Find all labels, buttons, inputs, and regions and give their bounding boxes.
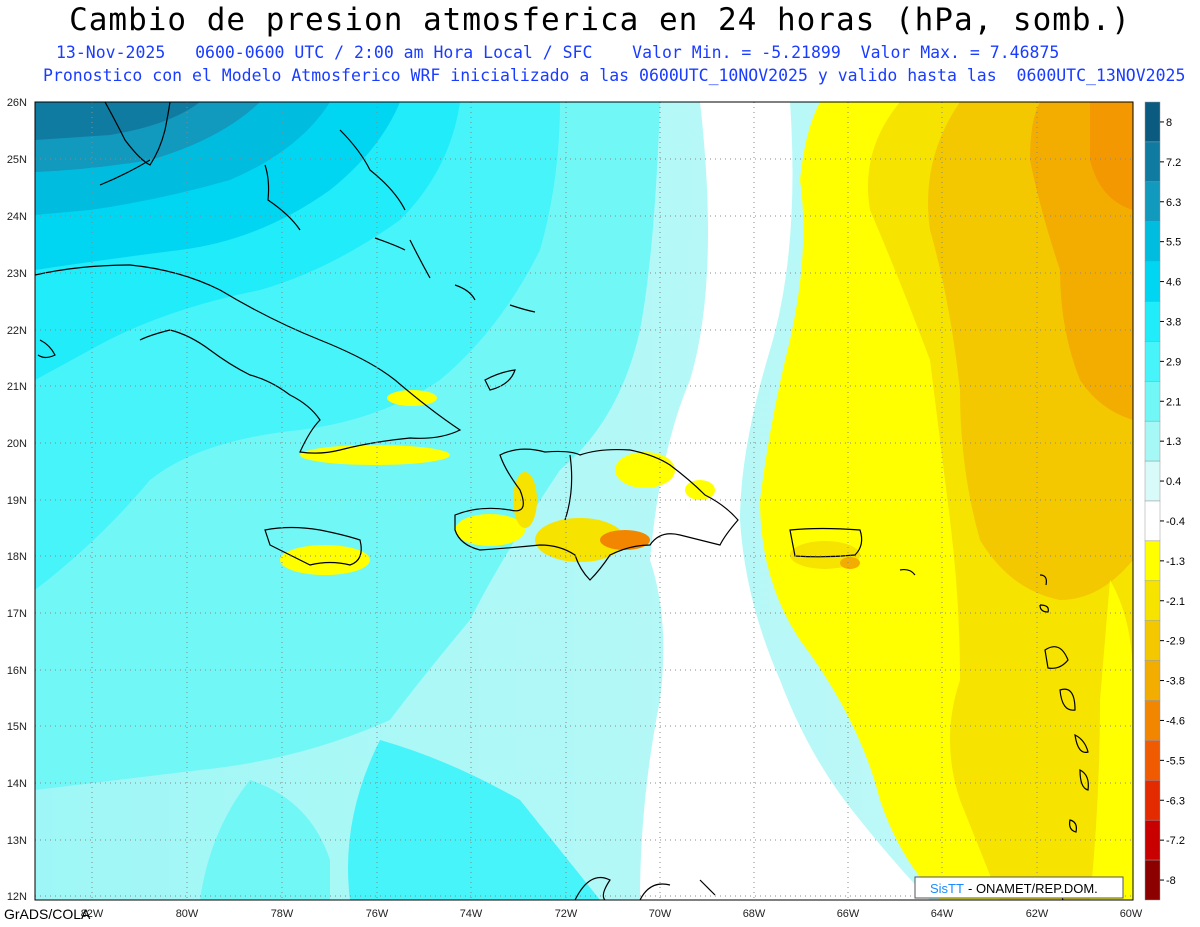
colorbar-swatch [1144,700,1161,741]
lon-label: 74W [460,908,483,920]
shaded-field [35,102,1133,900]
colorbar-label: 7.2 [1166,157,1181,169]
colorbar-swatch [1144,460,1161,502]
lat-label: 21N [7,381,27,393]
lon-label: 80W [176,908,199,920]
subtitle-valid-time: 13-Nov-2025 0600-0600 UTC / 2:00 am Hora… [56,43,1060,62]
colorbar-label: -3.8 [1166,676,1185,688]
colorbar-label: -8 [1166,875,1176,887]
brand-label: SisTT [930,881,964,896]
colorbar-label: 6.3 [1166,197,1181,209]
credit-box: SisTT - ONAMET/REP.DOM. [914,876,1124,899]
colorbar-swatch [1144,420,1161,462]
map-title: Cambio de presion atmosferica en 24 hora… [69,2,1131,38]
colorbar-label: 1.3 [1166,436,1181,448]
colorbar-label: -2.9 [1166,636,1185,648]
colorbar-label: -1.3 [1166,556,1185,568]
lon-label: 70W [649,908,672,920]
colorbar-swatch [1144,261,1161,302]
colorbar-swatch [1144,181,1161,222]
colorbar-swatch [1144,301,1161,342]
colorbar-label: 4.6 [1166,277,1181,289]
colorbar-swatch [1144,221,1161,262]
lat-label: 25N [7,154,27,166]
colorbar-label: 0.4 [1166,476,1181,488]
colorbar-label: 5.5 [1166,237,1181,249]
colorbar-swatch [1144,381,1161,422]
subtitle-model-info: Pronostico con el Modelo Atmosferico WRF… [43,66,1186,85]
colorbar-swatch [1144,540,1161,582]
lon-label: 78W [271,908,294,920]
lat-label: 19N [7,495,27,507]
colorbar-label: -4.6 [1166,715,1185,727]
lat-label: 15N [7,721,27,733]
longitude-labels: 82W 80W 78W 76W 74W 72W 70W 68W 66W 64W … [81,908,1143,920]
colorbar-swatch [1144,819,1161,861]
colorbar-label: -2.1 [1166,596,1185,608]
lat-label: 22N [7,325,27,337]
colorbar-swatch [1144,580,1161,621]
latitude-labels: 26N 25N 24N 23N 22N 21N 20N 19N 18N 17N … [7,97,27,903]
colorbar-label: 3.8 [1166,316,1181,328]
lat-label: 16N [7,665,27,677]
lat-label: 14N [7,778,27,790]
lat-label: 23N [7,268,27,280]
colorbar-label: -7.2 [1166,835,1185,847]
lat-label: 26N [7,97,27,109]
colorbar-swatch [1144,740,1161,781]
colorbar-label: 2.9 [1166,356,1181,368]
colorbar-label: -5.5 [1166,755,1185,767]
lon-label: 62W [1026,908,1049,920]
coastlines [35,102,1089,900]
colorbar-label: -0.4 [1166,516,1185,528]
map-frame [34,101,1134,901]
software-credit: GrADS/COLA [4,906,91,922]
colorbar-label: 2.1 [1166,396,1181,408]
colorbar-swatch [1144,660,1161,701]
colorbar-swatch [1144,500,1161,542]
lat-label: 17N [7,608,27,620]
org-label: - ONAMET/REP.DOM. [968,881,1098,896]
lon-label: 60W [1120,908,1143,920]
lat-label: 18N [7,551,27,563]
colorbar-swatch [1144,341,1161,382]
lat-label: 12N [7,891,27,903]
lat-label: 13N [7,835,27,847]
lon-label: 68W [743,908,766,920]
colorbar-swatch [1144,780,1161,821]
colorbar-swatch [1144,620,1161,661]
colorbar-swatch [1144,101,1161,143]
lon-label: 66W [837,908,860,920]
colorbar-label: -6.3 [1166,795,1185,807]
lon-label: 82W [81,908,104,920]
colorbar-swatch [1144,859,1161,901]
lat-label: 20N [7,438,27,450]
color-bar: 8 7.2 6.3 5.5 4.6 3.8 2.9 2.1 1.3 0.4 -0.4 -1.3 -2.1… [1144,101,1185,901]
lat-label: 24N [7,211,27,223]
colorbar-swatch [1144,141,1161,183]
colorbar-label: 8 [1166,117,1172,129]
lon-label: 72W [555,908,578,920]
lon-label: 64W [931,908,954,920]
lon-label: 76W [366,908,389,920]
